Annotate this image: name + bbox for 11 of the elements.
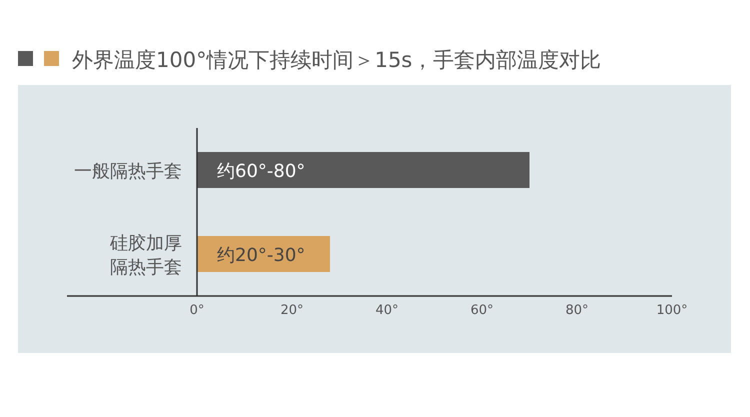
data-label: 约20°-30° [217, 245, 306, 266]
chart-title: 外界温度100°情况下持续时间＞15s，手套内部温度对比 [72, 48, 602, 72]
data-label: 约60°-80° [217, 161, 306, 182]
x-tick-label: 40° [375, 303, 399, 318]
x-tick-label: 0° [190, 303, 204, 318]
x-tick-label: 80° [565, 303, 589, 318]
x-tick-label: 60° [470, 303, 494, 318]
y-tick-label: 硅胶加厚隔热手套 [109, 233, 182, 278]
y-tick-label: 一般隔热手套 [74, 161, 182, 182]
x-tick-label: 20° [280, 303, 304, 318]
x-tick-label: 100° [656, 303, 688, 318]
